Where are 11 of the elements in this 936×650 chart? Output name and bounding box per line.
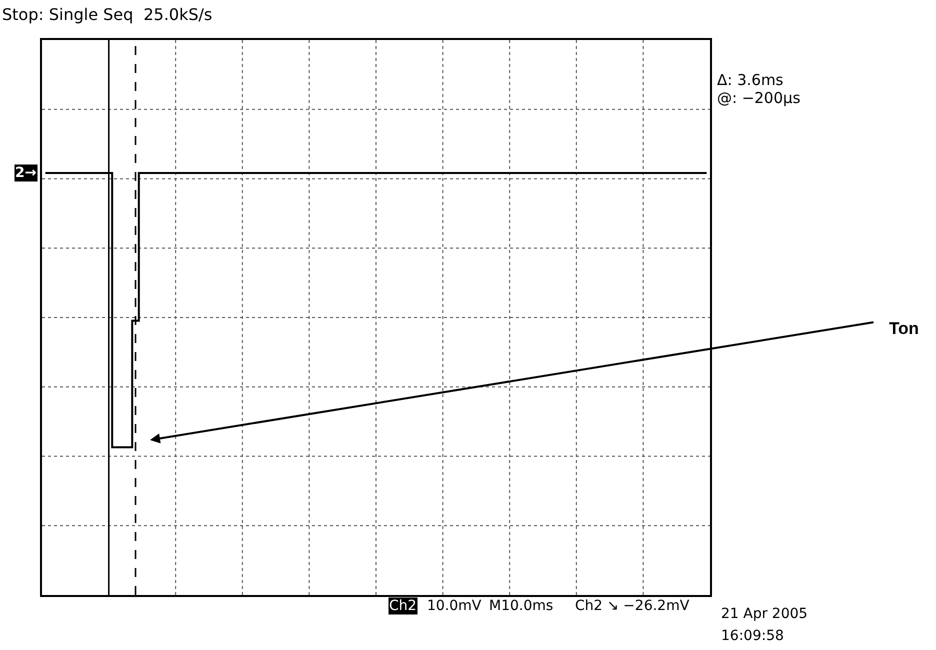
text: Ch2 ↘ −26.2mV: [575, 598, 690, 614]
text: Δ: 3.6ms: [717, 71, 784, 89]
text: M10.0ms: [489, 598, 554, 614]
text: Ton: [889, 319, 919, 338]
text: @: −200µs: [717, 89, 801, 107]
chart-title: Stop: Single Seq 25.0kS/s: [2, 5, 212, 24]
text: 2→: [15, 165, 37, 181]
text: Ch2: [389, 598, 417, 614]
text: 16:09:58: [721, 628, 784, 644]
text: 10.0mV: [427, 598, 482, 614]
text: 21 Apr 2005: [721, 606, 808, 622]
